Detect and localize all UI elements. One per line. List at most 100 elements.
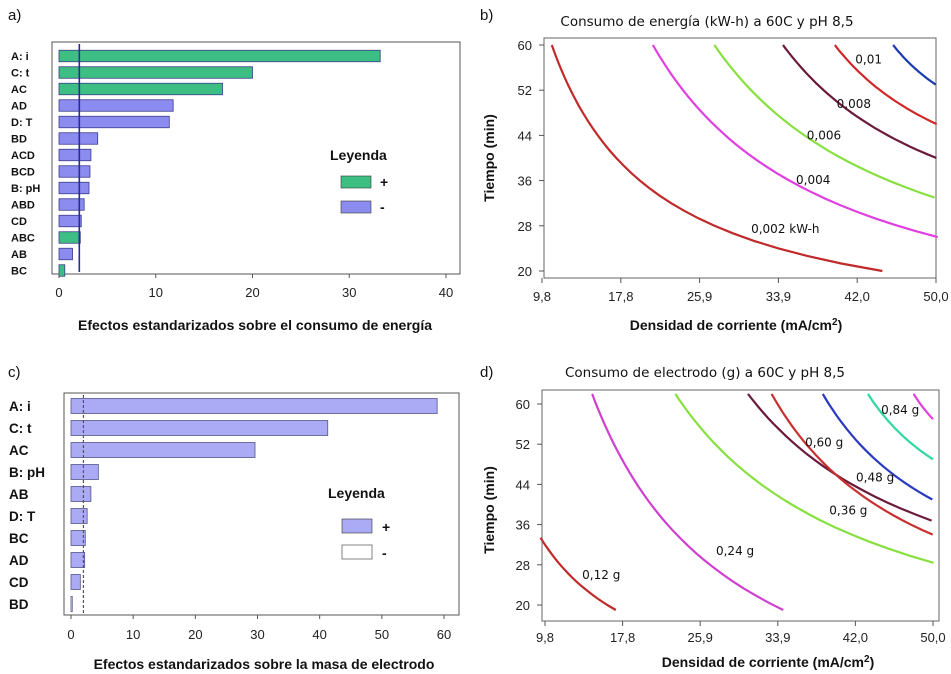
d-contour-label-0: 0,12 g (582, 568, 620, 582)
chart-a-legend-label-minus: - (380, 199, 385, 215)
chart-d-xlabel: Densidad de corriente (mA/cm2) (662, 654, 875, 670)
c-bar-6 (70, 530, 86, 546)
d-contour-line-2 (674, 393, 934, 564)
a-bar-13 (58, 264, 66, 277)
b-xtick-label-4: 42,0 (845, 289, 870, 304)
chart-c-legend-label-plus: + (382, 519, 390, 535)
b-ytick-label-1: 28 (518, 219, 532, 234)
c-bar-5 (70, 508, 88, 524)
c-category-label-5: D: T (9, 509, 36, 524)
c-xtick-label-4: 40 (312, 627, 326, 642)
a-category-label-5: BD (11, 134, 27, 146)
a-category-label-0: A: i (11, 51, 29, 63)
a-category-label-2: AC (11, 84, 27, 96)
c-bar-7 (70, 552, 86, 568)
b-contour-label-3: 0,008 (837, 97, 871, 111)
d-ytick-label-2: 36 (516, 518, 530, 533)
chart-c-legend-swatch-minus (341, 544, 373, 560)
b-ytick-label-5: 60 (518, 38, 532, 53)
d-xtick-label-1: 17,8 (610, 630, 635, 645)
panel-label-d: d) (480, 364, 493, 381)
b-contour-line-4 (833, 44, 938, 126)
a-xtick-label-0: 0 (55, 285, 62, 300)
a-category-label-4: D: T (11, 117, 33, 129)
a-category-label-6: ACD (11, 150, 35, 162)
a-category-label-7: BCD (11, 167, 35, 179)
chart-c: A: i C: t AC B: pH AB D: T BC AD CD BD 0 10 20 30 40 5… (9, 392, 460, 672)
chart-d-title: Consumo de electrodo (g) a 60C y pH 8,5 (565, 365, 845, 381)
a-bar-11 (58, 231, 81, 244)
c-xtick-label-0: 0 (67, 627, 74, 642)
chart-a: A: i C: t AC AD D: T BD ACD BCD B: pH ABD CD ABC AB B… (11, 41, 461, 333)
chart-c-frame (63, 392, 460, 616)
c-bar-0 (70, 398, 438, 414)
chart-a-legend-label-plus: + (380, 174, 388, 190)
c-category-label-1: C: t (9, 421, 32, 436)
chart-c-xlabel: Efectos estandarizados sobre la masa de … (94, 656, 435, 672)
chart-a-legend-title: Leyenda (330, 147, 387, 163)
chart-c-legend-label-minus: - (382, 545, 387, 561)
a-xtick-label-3: 30 (342, 285, 356, 300)
d-contour-line-7 (912, 393, 934, 420)
a-bar-3 (58, 99, 174, 112)
b-ytick-label-4: 52 (518, 83, 532, 98)
c-category-label-6: BC (9, 531, 29, 546)
a-category-label-10: CD (11, 216, 27, 228)
d-contour-line-0 (539, 537, 617, 611)
panel-label-c: c) (8, 364, 21, 381)
b-xtick-label-1: 17,8 (608, 289, 633, 304)
a-xtick-label-2: 20 (245, 285, 259, 300)
c-bar-8 (70, 574, 81, 590)
a-category-label-11: ABC (11, 233, 35, 245)
b-ytick-label-2: 36 (518, 174, 532, 189)
a-bar-4 (58, 115, 170, 129)
c-category-label-9: BD (9, 597, 29, 612)
chart-a-legend-swatch-plus (340, 175, 372, 189)
a-category-label-13: BC (11, 266, 27, 278)
chart-d: Consumo de electrodo (g) a 60C y pH 8,5 … (481, 365, 946, 670)
c-xtick-label-3: 30 (250, 627, 264, 642)
d-xtick-label-4: 42,0 (843, 630, 868, 645)
d-contour-line-6 (867, 393, 934, 461)
b-xtick-label-5: 50,0 (923, 289, 948, 304)
d-xtick-label-3: 33,9 (765, 630, 790, 645)
d-contour-label-4: 0,60 g (805, 435, 843, 449)
panel-label-a: a) (8, 7, 21, 24)
b-xtick-label-3: 33,9 (766, 289, 791, 304)
c-xtick-label-2: 20 (188, 627, 202, 642)
a-category-label-3: AD (11, 101, 27, 113)
a-category-label-1: C: t (11, 68, 30, 80)
d-contour-label-2: 0,36 g (829, 504, 867, 518)
c-category-label-4: AB (9, 487, 29, 502)
a-bar-10 (58, 214, 82, 228)
chart-d-frame (541, 389, 940, 622)
b-ytick-label-0: 20 (518, 264, 532, 279)
c-xtick-label-5: 50 (375, 627, 389, 642)
panel-label-b: b) (480, 7, 493, 24)
chart-c-legend-title: Leyenda (328, 485, 385, 501)
c-category-label-2: AC (9, 443, 29, 458)
c-bar-1 (70, 420, 329, 436)
a-bar-2 (58, 82, 223, 96)
chart-b: Consumo de energía (kW-h) a 60C y pH 8,5… (481, 14, 949, 333)
c-category-label-3: B: pH (9, 465, 45, 480)
a-bar-8 (58, 181, 90, 195)
b-contour-label-0: 0,002 kW-h (751, 222, 819, 236)
d-contour-label-6: 0,84 g (881, 403, 919, 417)
d-xtick-label-2: 25,9 (688, 630, 713, 645)
chart-c-legend-swatch-plus (341, 518, 373, 534)
c-bar-4 (70, 486, 92, 502)
chart-b-ylabel: Tiempo (min) (481, 114, 497, 202)
chart-a-frame (51, 41, 461, 275)
b-contour-line-2 (713, 44, 935, 199)
d-xtick-label-5: 50,0 (920, 630, 945, 645)
a-bar-5 (58, 132, 99, 145)
b-xtick-label-0: 9,8 (533, 289, 551, 304)
d-contour-line-5 (821, 393, 933, 501)
a-bar-1 (58, 66, 253, 79)
chart-a-xlabel: Efectos estandarizados sobre el consumo … (78, 317, 432, 333)
d-ytick-label-4: 52 (516, 437, 530, 452)
a-category-label-12: AB (11, 249, 27, 261)
b-contour-label-4: 0,01 (855, 52, 882, 66)
c-bar-3 (70, 464, 99, 480)
